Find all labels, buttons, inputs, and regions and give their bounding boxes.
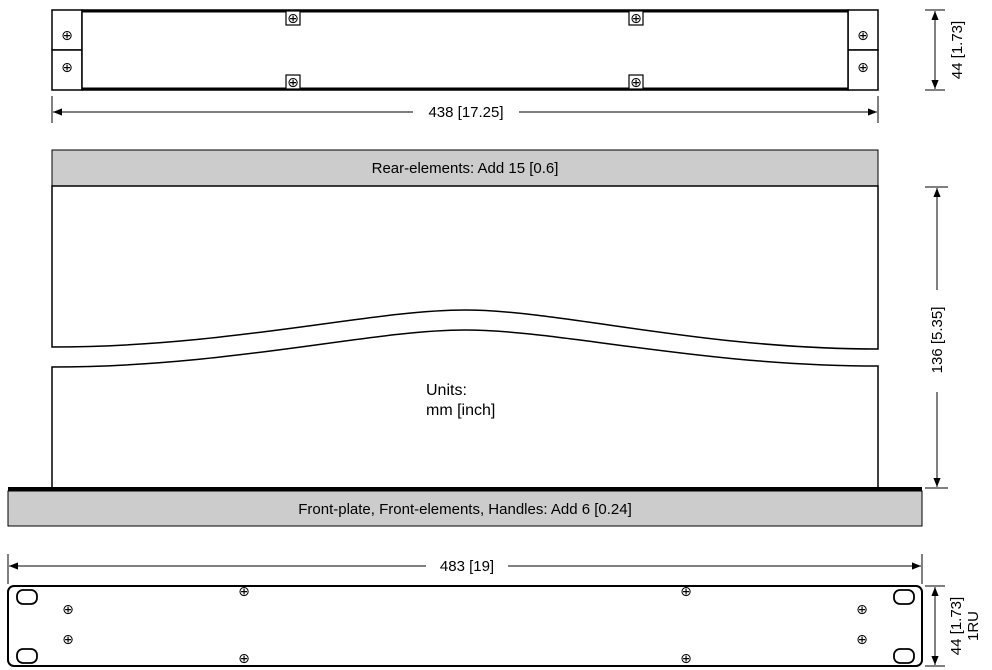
screw-icon: ⊕ (62, 631, 74, 647)
side-view: Rear-elements: Add 15 [0.6] Units: mm [i… (7, 149, 948, 527)
screw-icon: ⊕ (856, 601, 868, 617)
front-elements-label: Front-plate, Front-elements, Handles: Ad… (298, 501, 632, 518)
top-width-dimension: 438 [17.25] (428, 104, 503, 121)
mounting-slot-icon (893, 589, 915, 605)
mounting-slot-icon (16, 648, 38, 664)
depth-dimension: 136 [5.35] (929, 307, 946, 374)
units-value: mm [inch] (426, 402, 495, 419)
screw-icon: ⊕ (238, 650, 250, 666)
rack-units-label: 1RU (965, 611, 982, 641)
screw-icon: ⊕ (287, 10, 299, 26)
front-plate-edge (8, 487, 922, 491)
top-view: ⊕ ⊕ ⊕ ⊕ ⊕ ⊕ ⊕ ⊕ 438 [17.25] 44 [1.73] (51, 9, 966, 123)
screw-icon: ⊕ (61, 59, 73, 75)
units-label: Units: (426, 382, 467, 399)
screw-icon: ⊕ (62, 601, 74, 617)
screw-icon: ⊕ (61, 27, 73, 43)
front-height-dimension: 44 [1.73] (948, 597, 965, 655)
mounting-slot-icon (893, 648, 915, 664)
rear-elements-band (51, 149, 879, 187)
screw-icon: ⊕ (680, 583, 692, 599)
rear-elements-label: Rear-elements: Add 15 [0.6] (372, 160, 559, 177)
front-elements-band (7, 490, 923, 527)
side-body-upper (51, 185, 879, 350)
screw-icon: ⊕ (857, 27, 869, 43)
screw-icon: ⊕ (680, 650, 692, 666)
top-left-ear-lower (51, 49, 83, 91)
screw-icon: ⊕ (856, 631, 868, 647)
front-view: 483 [19] ⊕ ⊕ ⊕ ⊕ ⊕ ⊕ ⊕ ⊕ 44 [1.73] 1RU (7, 554, 982, 667)
front-width-dimension: 483 [19] (440, 558, 494, 575)
screw-icon: ⊕ (630, 74, 642, 90)
front-panel (7, 585, 923, 667)
top-height-dimension: 44 [1.73] (949, 21, 966, 79)
screw-icon: ⊕ (857, 59, 869, 75)
screw-icon: ⊕ (287, 74, 299, 90)
top-right-ear-lower (847, 49, 879, 91)
top-chassis (81, 9, 849, 91)
mounting-slot-icon (16, 589, 38, 605)
screw-icon: ⊕ (630, 10, 642, 26)
side-body-lower (51, 329, 879, 487)
screw-icon: ⊕ (238, 583, 250, 599)
